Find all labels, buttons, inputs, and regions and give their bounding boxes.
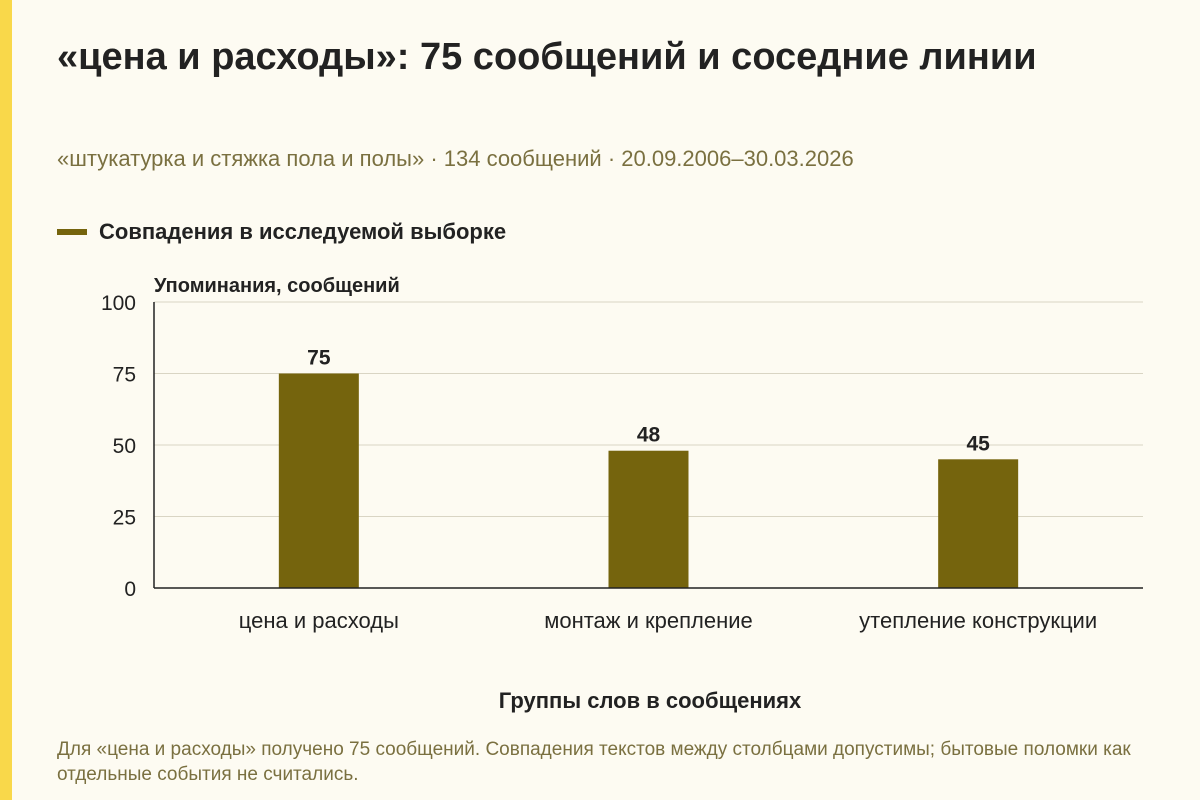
bar [278,373,359,588]
y-axis-ticks: 0 25 50 75 100 [101,292,136,601]
bar [938,459,1019,588]
y-tick-label: 100 [101,292,136,315]
bar-value-label: 75 [307,347,331,370]
chart-subtitle: «штукатурка и стяжка пола и полы» · 134 … [57,146,854,171]
y-tick-label: 50 [113,435,136,458]
legend-label: Совпадения в исследуемой выборке [99,219,507,244]
y-tick-label: 0 [124,578,136,601]
x-axis-label: Группы слов в сообщениях [499,688,802,713]
legend: Совпадения в исследуемой выборке [57,219,506,245]
y-axis-label: Упоминания, сообщений [154,275,400,297]
x-axis-ticks: цена и расходы монтаж и крепление утеплени… [239,608,1097,633]
x-tick-label: монтаж и крепление [544,608,753,633]
footnote: Для «цена и расходы» получено 75 сообщен… [57,739,1131,785]
legend-swatch [57,229,87,235]
bar-value-label: 45 [966,432,990,455]
bars: 75 48 45 [278,347,1019,588]
x-tick-label: цена и расходы [239,608,399,633]
y-tick-label: 75 [113,364,136,387]
bar-value-label: 48 [637,424,661,447]
bar [608,450,689,588]
y-tick-label: 25 [113,507,136,530]
accent-bar [0,0,12,800]
x-tick-label: утепление конструкции [859,608,1097,633]
chart-title: «цена и расходы»: 75 сообщений и соседни… [57,36,1037,78]
